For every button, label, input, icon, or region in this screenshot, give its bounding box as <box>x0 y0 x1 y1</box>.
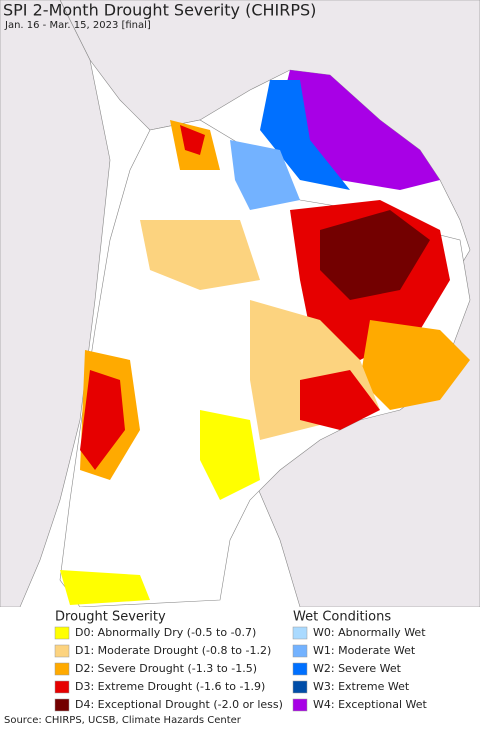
legend-swatch <box>292 662 308 676</box>
legend-label: D3: Extreme Drought (-1.6 to -1.9) <box>75 680 265 693</box>
legend-label: W2: Severe Wet <box>313 662 402 675</box>
legend-panel <box>0 607 480 730</box>
legend-swatch <box>54 626 70 640</box>
legend-swatch <box>292 644 308 658</box>
drought-area <box>80 370 125 470</box>
legend-swatch <box>54 680 70 694</box>
drought-area <box>60 570 150 605</box>
drought-area <box>200 410 260 500</box>
legend-swatch <box>54 662 70 676</box>
legend-label: D0: Abnormally Dry (-0.5 to -0.7) <box>75 626 256 639</box>
drought-area <box>180 125 205 155</box>
map-title: SPI 2-Month Drought Severity (CHIRPS) <box>3 1 316 20</box>
legend-label: D1: Moderate Drought (-0.8 to -1.2) <box>75 644 271 657</box>
legend: D0: Abnormally Dry (-0.5 to -0.7) D1: Mod… <box>54 626 428 712</box>
legend-label: D4: Exceptional Drought (-2.0 or less) <box>75 698 283 711</box>
drought-area <box>320 210 430 300</box>
legend-swatch <box>54 698 70 712</box>
legend-title: Wet Conditions <box>293 610 391 625</box>
legend-swatch <box>292 698 308 712</box>
legend-label: W1: Moderate Wet <box>313 644 416 657</box>
legend-swatch <box>292 680 308 694</box>
drought-area <box>140 220 260 290</box>
drought-area <box>360 320 470 410</box>
wet-area <box>260 80 350 190</box>
legend-label: W3: Extreme Wet <box>313 680 410 693</box>
legend-label: W4: Exceptional Wet <box>313 698 428 711</box>
legend-label: D2: Severe Drought (-1.3 to -1.5) <box>75 662 257 675</box>
wet-area <box>230 140 300 210</box>
legend-label: W0: Abnormally Wet <box>313 626 426 639</box>
map-subtitle: Jan. 16 - Mar. 15, 2023 [final] <box>4 20 151 31</box>
drought-area <box>300 370 380 430</box>
legend-swatch <box>292 626 308 640</box>
legend-swatch <box>54 644 70 658</box>
legend-title: Drought Severity <box>55 610 166 625</box>
source: Source: CHIRPS, UCSB, Climate Hazards Ce… <box>4 715 242 726</box>
map: SPI 2-Month Drought Severity (CHIRPS) Ja… <box>0 0 480 608</box>
